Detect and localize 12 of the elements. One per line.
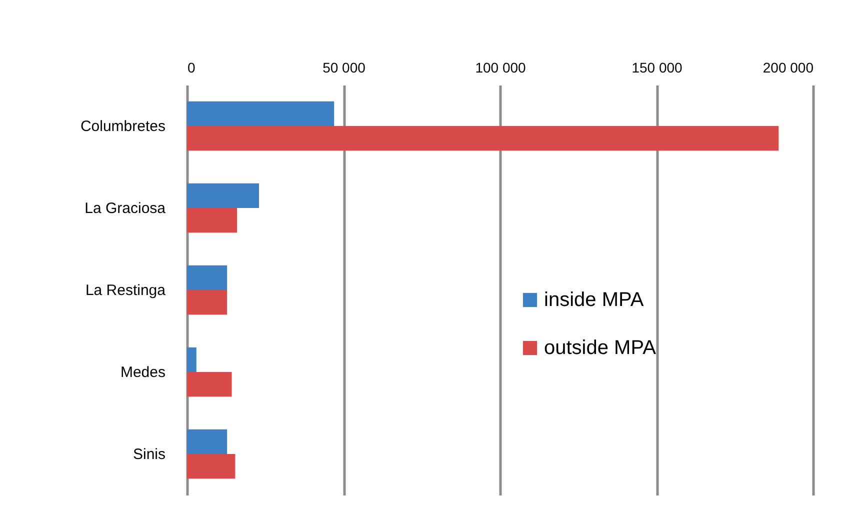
x-tick-label: 50 000 — [322, 60, 366, 76]
x-tick-label: 100 000 — [475, 60, 526, 76]
legend-label: outside MPA — [544, 337, 657, 359]
y-tick-label: Sinis — [132, 446, 166, 463]
x-tick-label: 0 — [188, 60, 196, 76]
legend-label: inside MPA — [544, 289, 644, 311]
y-tick-label: La Graciosa — [84, 200, 166, 217]
y-tick-label: Medes — [120, 364, 166, 381]
y-tick-label: La Restinga — [85, 282, 166, 299]
y-tick-label: Columbretes — [80, 118, 166, 135]
x-tick-label: 200 000 — [762, 60, 814, 76]
x-tick-label: 150 000 — [632, 60, 683, 76]
